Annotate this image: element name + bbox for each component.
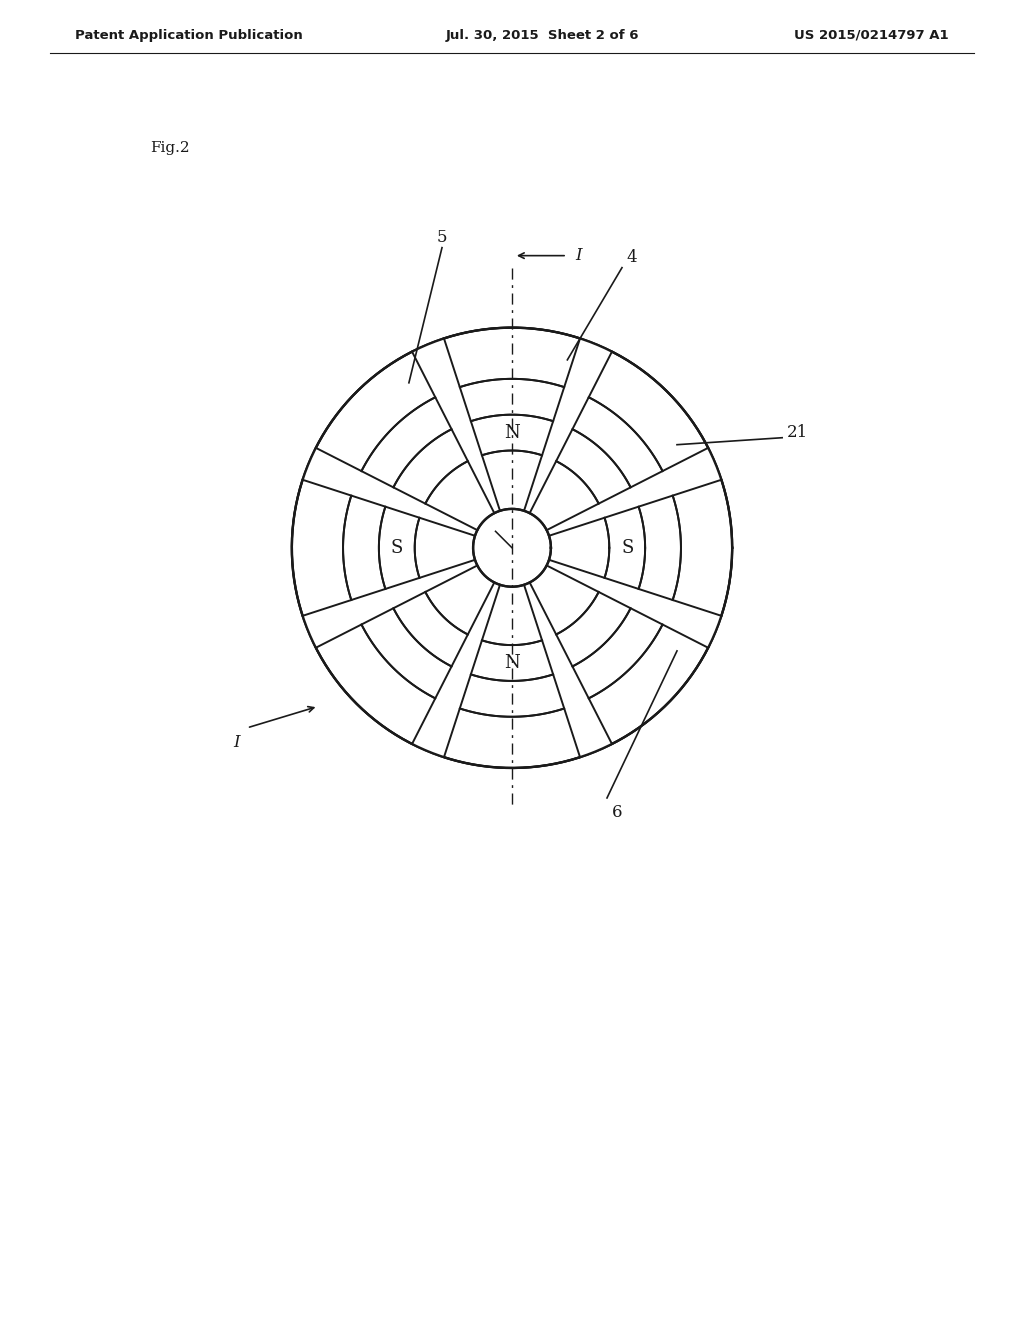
Text: 5: 5 — [437, 230, 447, 246]
Text: 21: 21 — [786, 424, 808, 441]
Polygon shape — [303, 560, 477, 648]
Text: I: I — [233, 734, 241, 751]
Text: US 2015/0214797 A1: US 2015/0214797 A1 — [795, 29, 949, 41]
Polygon shape — [303, 447, 477, 536]
Text: Fig.2: Fig.2 — [150, 141, 189, 154]
Polygon shape — [547, 447, 721, 536]
Text: 4: 4 — [627, 249, 637, 267]
Polygon shape — [547, 560, 721, 648]
Text: Jul. 30, 2015  Sheet 2 of 6: Jul. 30, 2015 Sheet 2 of 6 — [445, 29, 639, 41]
Text: N: N — [504, 653, 520, 672]
Text: N: N — [504, 424, 520, 442]
Polygon shape — [412, 338, 500, 513]
Text: S: S — [390, 539, 403, 557]
Text: S: S — [621, 539, 634, 557]
Polygon shape — [412, 582, 500, 758]
Polygon shape — [524, 582, 612, 758]
Text: Patent Application Publication: Patent Application Publication — [75, 29, 303, 41]
Polygon shape — [524, 338, 612, 513]
Text: I: I — [575, 247, 583, 264]
Text: 6: 6 — [611, 804, 623, 821]
